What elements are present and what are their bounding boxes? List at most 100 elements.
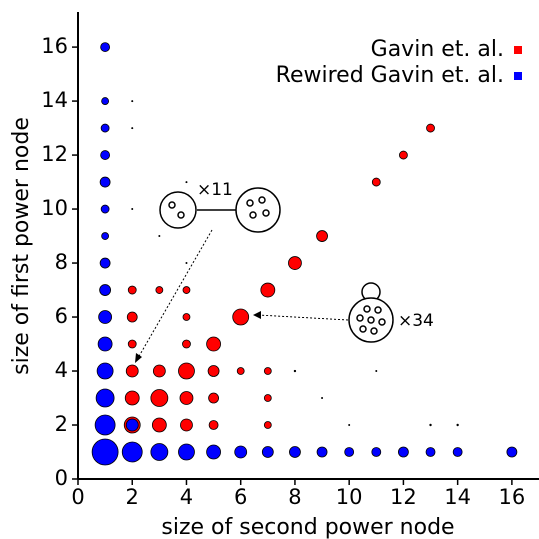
bubble [100, 150, 111, 160]
bubble [185, 262, 188, 265]
bubble [261, 446, 274, 458]
bubble [371, 447, 382, 457]
bubble [321, 397, 324, 400]
bubble [150, 389, 169, 407]
x-tick-label: 10 [336, 485, 363, 509]
x-tick-label: 14 [444, 485, 471, 509]
bubble [263, 421, 272, 429]
bubble [207, 365, 220, 377]
bubble [429, 423, 432, 427]
bubble [178, 362, 195, 380]
bubble [375, 370, 378, 373]
bubble [288, 256, 302, 270]
bubble [96, 362, 114, 380]
y-tick-label: 6 [55, 304, 68, 328]
bubble [234, 445, 248, 459]
bubble [100, 42, 111, 52]
bubble [506, 446, 518, 458]
bubble [99, 176, 111, 188]
x-tick-label: 12 [390, 485, 417, 509]
bubble [399, 150, 408, 160]
bubble [97, 336, 113, 352]
arrows [137, 229, 349, 359]
bubble [182, 313, 191, 321]
bubble [371, 177, 381, 187]
bubble [236, 367, 245, 375]
bubble [316, 230, 328, 242]
bubble [178, 443, 195, 461]
bubble [179, 391, 194, 405]
bubble [206, 444, 221, 460]
bubble [121, 441, 143, 463]
bubble [263, 394, 272, 402]
y-tick-label: 8 [55, 250, 68, 274]
bubble [425, 447, 436, 457]
bubble [260, 282, 276, 298]
bubble [344, 447, 355, 457]
bubble [151, 417, 167, 433]
bubble [180, 418, 193, 432]
bubble [348, 424, 351, 427]
bubble [293, 369, 297, 373]
bubble [127, 339, 137, 349]
legend-swatch [514, 46, 522, 54]
bubble [99, 257, 111, 269]
bubble [232, 308, 250, 326]
bubble [155, 286, 164, 294]
x-axis-label: size of second power node [161, 515, 454, 539]
x-tick-label: 4 [180, 485, 193, 509]
y-tick-label: 14 [41, 88, 68, 112]
bubble [131, 100, 134, 103]
bubble [131, 127, 134, 130]
bubble [426, 123, 435, 133]
bubble [316, 446, 328, 458]
bubble [100, 123, 110, 133]
bubble [101, 97, 110, 105]
y-tick-label: 0 [55, 466, 68, 490]
bubble [98, 310, 113, 324]
legend-label: Rewired Gavin et. al. [276, 63, 504, 88]
bubble [208, 420, 219, 430]
bubble [125, 364, 139, 378]
bubble [150, 443, 169, 461]
diagram-right [348, 282, 394, 343]
bubble [131, 208, 134, 211]
bubble [206, 336, 221, 352]
y-tick-label: 10 [41, 196, 68, 220]
bubble [101, 232, 110, 240]
bubble [185, 181, 188, 184]
annotation: ×11 [197, 180, 233, 200]
bubble [158, 235, 161, 238]
x-tick-label: 2 [126, 485, 139, 509]
arrow-heads [135, 311, 261, 363]
bubble [126, 311, 138, 323]
bubble [452, 447, 463, 457]
y-axis-label: size of first power node [9, 117, 34, 375]
bubble [289, 446, 301, 458]
bubble [398, 446, 409, 458]
y-tick-label: 16 [41, 34, 68, 58]
x-tick-label: 0 [71, 485, 84, 509]
bubble [127, 285, 137, 295]
bubble [152, 364, 166, 378]
y-tick-label: 4 [55, 358, 68, 382]
bubble [99, 284, 112, 296]
bubble [94, 414, 116, 436]
bubble [182, 286, 191, 294]
legend-swatch [514, 72, 522, 80]
bubble [91, 438, 119, 466]
x-tick-label: 8 [288, 485, 301, 509]
bubble [182, 339, 191, 349]
x-tick-label: 16 [499, 485, 526, 509]
bubble [100, 204, 110, 214]
legend-label: Gavin et. al. [371, 37, 504, 62]
y-tick-label: 2 [55, 412, 68, 436]
diagram-left [159, 187, 281, 233]
bubble [125, 418, 139, 432]
bubble [263, 367, 272, 375]
bubble [124, 390, 140, 406]
bubble [456, 423, 459, 427]
bubble [208, 392, 219, 404]
